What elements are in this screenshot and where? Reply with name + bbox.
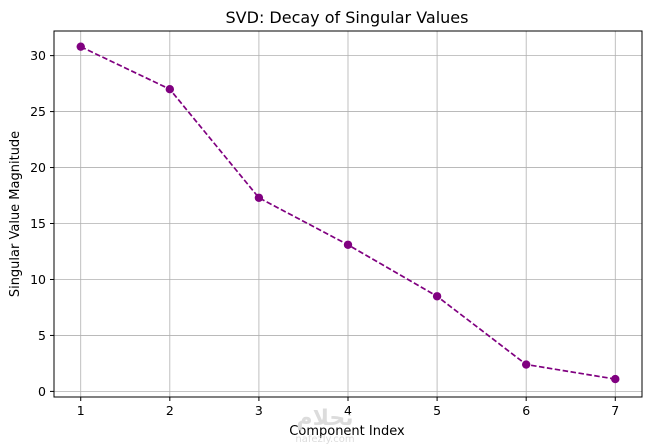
x-tick-label: 6 (522, 403, 530, 418)
data-point (343, 240, 353, 249)
grid (54, 31, 642, 397)
watermark-site: nafezly.com (295, 434, 354, 445)
x-tick-label: 4 (344, 403, 352, 418)
series-line-group (76, 42, 620, 384)
y-tick-label: 5 (38, 328, 46, 343)
data-point (254, 193, 264, 202)
data-point (432, 292, 442, 301)
y-tick-label: 10 (30, 272, 46, 287)
x-axis-ticks: 1 2 3 4 5 6 7 (77, 397, 619, 418)
chart-title: SVD: Decay of Singular Values (226, 8, 469, 27)
data-point (521, 360, 531, 369)
y-axis-label: Singular Value Magnitude (8, 131, 23, 297)
x-axis-label: Component Index (289, 424, 405, 439)
y-axis-ticks: 0 5 10 15 20 25 30 (30, 48, 54, 399)
x-tick-label: 2 (166, 403, 174, 418)
y-tick-label: 0 (38, 384, 46, 399)
x-tick-label: 1 (77, 403, 85, 418)
data-point (165, 85, 175, 94)
x-tick-label: 7 (611, 403, 619, 418)
y-tick-label: 30 (30, 48, 46, 63)
data-point (76, 42, 85, 51)
y-tick-label: 20 (30, 160, 46, 175)
x-tick-label: 5 (433, 403, 441, 418)
data-point (611, 374, 620, 384)
y-tick-label: 25 (30, 104, 46, 119)
y-tick-label: 15 (30, 216, 46, 231)
x-tick-label: 3 (255, 403, 263, 418)
watermark-logo: نحلام (297, 406, 354, 431)
watermark: نحلام nafezly.com (295, 406, 354, 445)
